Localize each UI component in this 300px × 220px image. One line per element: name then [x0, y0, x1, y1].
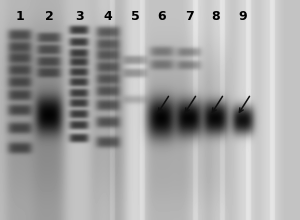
Text: 2: 2 — [45, 10, 53, 23]
Text: 8: 8 — [212, 10, 220, 23]
Text: 1: 1 — [16, 10, 24, 23]
Text: 3: 3 — [75, 10, 83, 23]
Text: 7: 7 — [184, 10, 194, 23]
Text: 4: 4 — [103, 10, 112, 23]
Text: 6: 6 — [158, 10, 166, 23]
Text: 9: 9 — [239, 10, 247, 23]
Text: 5: 5 — [130, 10, 140, 23]
